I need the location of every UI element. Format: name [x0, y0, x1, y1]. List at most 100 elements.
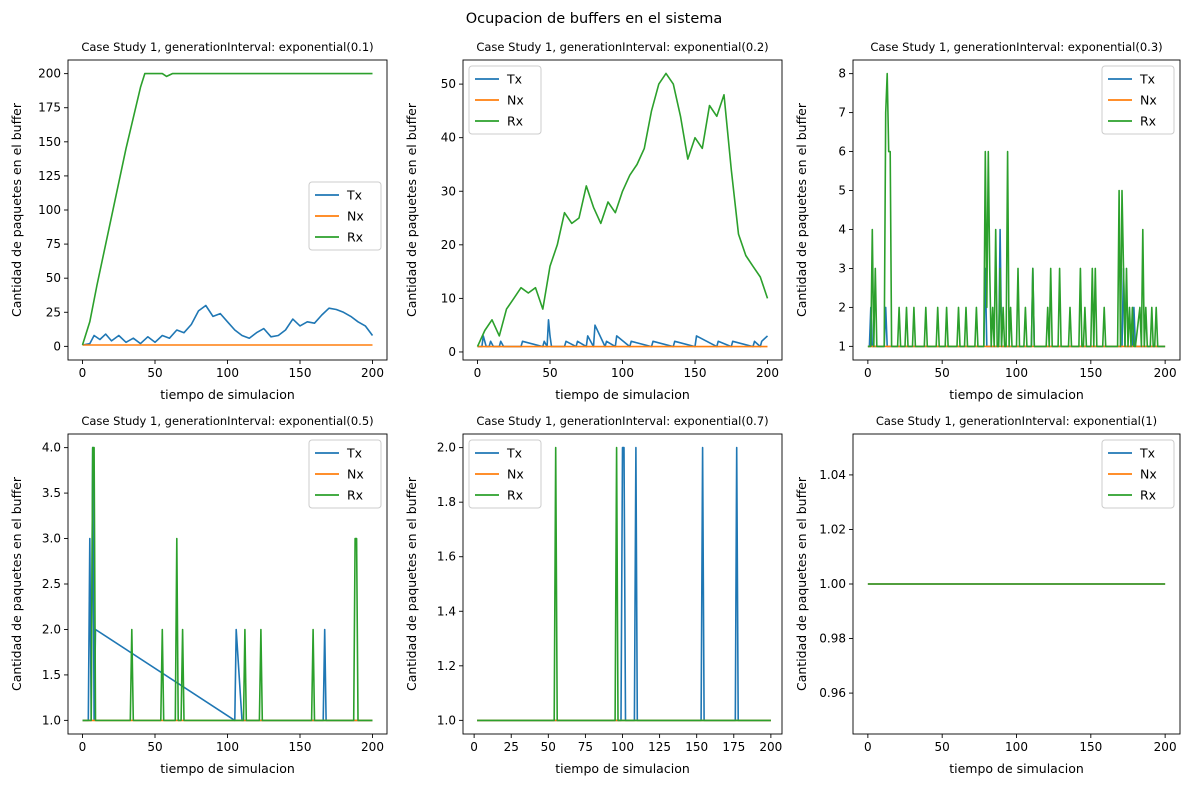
y-tick-label: 1.5 [42, 668, 61, 682]
subplot-6: Case Study 1, generationInterval: expone… [794, 414, 1181, 776]
subplot-title: Case Study 1, generationInterval: expone… [870, 40, 1162, 54]
x-tick-label: 150 [289, 740, 312, 754]
y-tick-label: 30 [441, 184, 456, 198]
subplot-5: Case Study 1, generationInterval: expone… [404, 414, 783, 776]
legend-box [468, 65, 542, 135]
legend: Tx Nx Rx [468, 65, 542, 135]
x-tick-label: 50 [147, 366, 162, 380]
x-tick-label: 200 [756, 366, 779, 380]
y-tick-label: 100 [38, 203, 61, 217]
y-axis-label: Cantidad de paquetes en el buffer [404, 102, 419, 317]
y-tick-label: 5 [838, 184, 846, 198]
y-tick-label: 1.04 [819, 468, 846, 482]
figure-suptitle: Ocupacion de buffers en el sistema [466, 11, 723, 27]
x-tick-label: 0 [864, 740, 872, 754]
y-tick-label: 40 [441, 131, 456, 145]
legend-label-rx: Rx [347, 230, 363, 245]
series-line-tx [477, 318, 769, 348]
x-tick-label: 50 [147, 740, 162, 754]
y-tick-label: 0.98 [819, 632, 846, 646]
x-tick-label: 150 [1079, 366, 1102, 380]
legend-label-tx: Tx [506, 446, 522, 461]
y-tick-label: 25 [46, 305, 61, 319]
y-tick-label: 1.6 [437, 550, 456, 564]
y-tick-label: 0.96 [819, 686, 846, 700]
legend-label-nx: Nx [507, 93, 524, 108]
y-axis-label: Cantidad de paquetes en el buffer [794, 476, 809, 691]
subplot-title: Case Study 1, generationInterval: expone… [476, 40, 768, 54]
x-tick-label: 200 [361, 740, 384, 754]
legend-label-nx: Nx [1140, 93, 1157, 108]
legend-label-nx: Nx [347, 209, 364, 224]
x-tick-label: 175 [722, 740, 745, 754]
subplot-4: Case Study 1, generationInterval: expone… [9, 414, 388, 776]
y-tick-label: 2.0 [437, 441, 456, 455]
y-tick-label: 175 [38, 101, 61, 115]
x-tick-label: 200 [361, 366, 384, 380]
series-line-rx [81, 72, 373, 346]
y-tick-label: 1.00 [819, 577, 846, 591]
y-tick-label: 3.0 [42, 532, 61, 546]
legend-label-rx: Rx [507, 114, 523, 129]
subplot-title: Case Study 1, generationInterval: expone… [876, 414, 1157, 428]
series-line-rx [867, 72, 1166, 348]
legend-label-rx: Rx [347, 488, 363, 503]
x-tick-label: 0 [470, 740, 478, 754]
x-tick-label: 200 [759, 740, 782, 754]
y-axis-label: Cantidad de paquetes en el buffer [794, 102, 809, 317]
y-tick-label: 7 [838, 106, 846, 120]
x-tick-label: 200 [1154, 740, 1177, 754]
x-tick-label: 150 [685, 740, 708, 754]
series-line-tx [82, 304, 374, 346]
legend: Tx Nx Rx [308, 181, 382, 251]
y-tick-label: 1.4 [437, 604, 456, 618]
x-tick-label: 100 [1005, 740, 1028, 754]
x-tick-label: 150 [1079, 740, 1102, 754]
x-axis-label: tiempo de simulacion [160, 761, 295, 776]
x-tick-label: 75 [578, 740, 593, 754]
subplot-title: Case Study 1, generationInterval: expone… [476, 414, 768, 428]
x-tick-label: 50 [935, 740, 950, 754]
y-tick-label: 3 [838, 261, 846, 275]
y-tick-label: 3.5 [42, 486, 61, 500]
subplot-1: Case Study 1, generationInterval: expone… [9, 40, 388, 402]
x-tick-label: 0 [79, 740, 87, 754]
series-line-rx [476, 72, 769, 347]
y-tick-label: 0 [448, 345, 456, 359]
legend: Tx Nx Rx [1101, 65, 1175, 135]
y-tick-label: 50 [441, 77, 456, 91]
legend: Tx Nx Rx [1101, 439, 1175, 509]
x-tick-label: 50 [541, 740, 556, 754]
legend-label-tx: Tx [346, 188, 362, 203]
x-tick-label: 100 [216, 366, 239, 380]
legend-label-tx: Tx [506, 72, 522, 87]
x-tick-label: 100 [1005, 366, 1028, 380]
y-tick-label: 6 [838, 145, 846, 159]
subplot-title: Case Study 1, generationInterval: expone… [81, 414, 373, 428]
y-tick-label: 2.0 [42, 622, 61, 636]
y-tick-label: 10 [441, 291, 456, 305]
y-tick-label: 2 [838, 300, 846, 314]
y-tick-label: 1.0 [437, 713, 456, 727]
legend-box [1101, 439, 1175, 509]
y-tick-label: 200 [38, 67, 61, 81]
legend-label-nx: Nx [1140, 467, 1157, 482]
legend-label-tx: Tx [1139, 72, 1155, 87]
legend-box [308, 439, 382, 509]
legend-box [308, 181, 382, 251]
x-tick-label: 0 [79, 366, 87, 380]
x-tick-label: 100 [611, 740, 634, 754]
x-axis-label: tiempo de simulacion [555, 761, 690, 776]
legend: Tx Nx Rx [308, 439, 382, 509]
x-tick-label: 150 [684, 366, 707, 380]
y-tick-label: 0 [53, 339, 61, 353]
legend-label-rx: Rx [1140, 114, 1156, 129]
legend-label-tx: Tx [346, 446, 362, 461]
y-tick-label: 1.2 [437, 659, 456, 673]
y-axis-label: Cantidad de paquetes en el buffer [404, 476, 419, 691]
y-tick-label: 75 [46, 237, 61, 251]
y-tick-label: 150 [38, 135, 61, 149]
x-tick-label: 0 [474, 366, 482, 380]
legend-box [468, 439, 542, 509]
x-tick-label: 100 [216, 740, 239, 754]
